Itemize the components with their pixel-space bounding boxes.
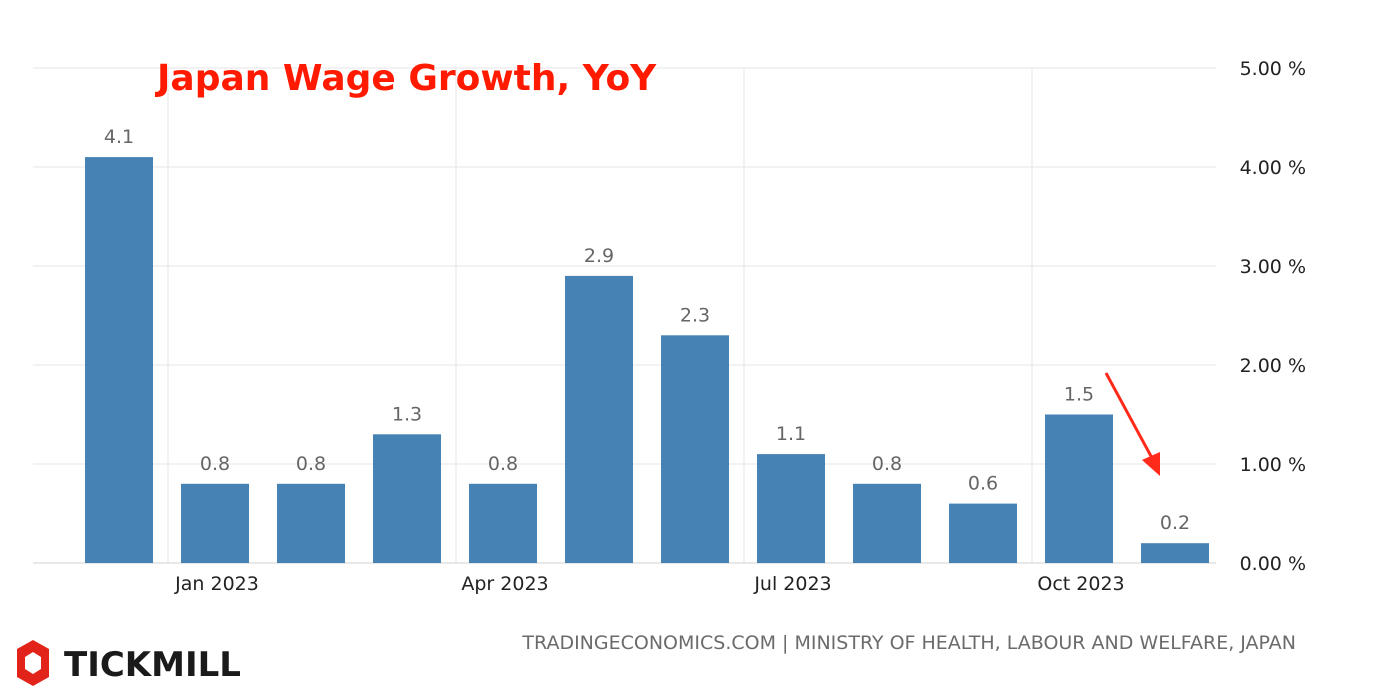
logo-mark-inner-icon xyxy=(25,652,41,674)
x-tick-label: Oct 2023 xyxy=(1037,573,1124,595)
bar xyxy=(469,483,537,563)
bar xyxy=(661,335,729,563)
logo-text: TICKMILL xyxy=(64,645,241,685)
y-tick-label: 5.00 % xyxy=(1240,58,1306,80)
data-label: 1.1 xyxy=(776,423,806,445)
x-tick-label: Jul 2023 xyxy=(753,573,831,595)
data-label: 1.3 xyxy=(392,403,422,425)
x-tick-label: Jan 2023 xyxy=(174,573,259,595)
data-label: 0.8 xyxy=(296,453,326,475)
bar-series xyxy=(85,157,1209,563)
bar xyxy=(949,503,1017,563)
data-labels: 4.1 0.8 0.8 1.3 0.8 2.9 2.3 1.1 0.8 0.6 1.5 0.2 xyxy=(104,126,1190,534)
bar xyxy=(277,483,345,563)
bar xyxy=(757,454,825,563)
tickmill-logo: TICKMILL xyxy=(17,640,241,686)
data-label: 2.9 xyxy=(584,245,614,267)
x-tick-label: Apr 2023 xyxy=(461,573,548,595)
y-tick-label: 3.00 % xyxy=(1240,256,1306,278)
data-label: 0.8 xyxy=(488,453,518,475)
bar xyxy=(853,483,921,563)
source-text: TRADINGECONOMICS.COM | MINISTRY OF HEALT… xyxy=(521,632,1296,654)
data-label: 0.8 xyxy=(872,453,902,475)
data-label: 2.3 xyxy=(680,304,710,326)
bar xyxy=(373,434,441,563)
data-label: 4.1 xyxy=(104,126,134,148)
y-tick-label: 0.00 % xyxy=(1240,553,1306,575)
x-axis: Jan 2023 Apr 2023 Jul 2023 Oct 2023 xyxy=(174,573,1124,595)
chart-title: Japan Wage Growth, YoY xyxy=(154,58,657,99)
data-label: 0.2 xyxy=(1160,512,1190,534)
y-axis: 0.00 % 1.00 % 2.00 % 3.00 % 4.00 % 5.00 % xyxy=(1240,58,1306,575)
annotation-arrow xyxy=(1104,372,1160,476)
bar xyxy=(85,157,153,563)
data-label: 0.8 xyxy=(200,453,230,475)
data-label: 1.5 xyxy=(1064,384,1094,406)
bar xyxy=(565,275,633,563)
bar xyxy=(181,483,249,563)
y-tick-label: 4.00 % xyxy=(1240,157,1306,179)
bar xyxy=(1141,543,1209,563)
data-label: 0.6 xyxy=(968,473,998,495)
y-tick-label: 1.00 % xyxy=(1240,454,1306,476)
bar xyxy=(1045,414,1113,563)
y-tick-label: 2.00 % xyxy=(1240,355,1306,377)
